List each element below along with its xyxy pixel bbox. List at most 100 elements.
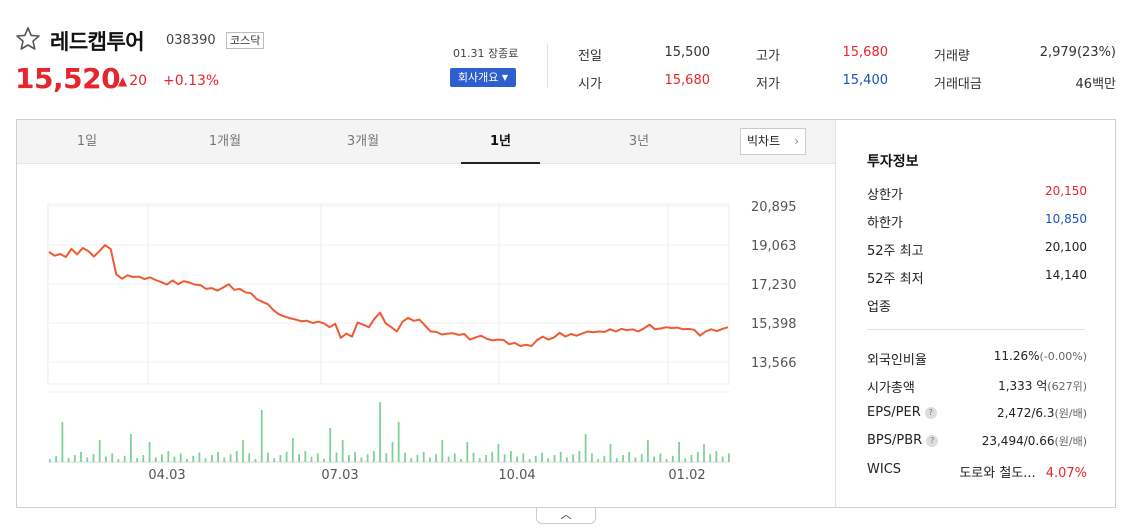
volume-label: 거래량 [934,49,970,64]
help-icon[interactable]: ? [924,407,937,419]
tab-3m[interactable]: 3개월 [346,134,380,149]
volume-bar [429,457,431,462]
volume-bar [559,451,562,462]
eps-per-label: EPS/PER? [867,405,937,420]
volume-bar [316,453,319,462]
eps-per-unit: (원/배) [1054,407,1087,420]
volume-bar [404,452,406,462]
company-overview-button[interactable]: 회사개요 ▼ [450,68,516,87]
volume-bar [416,455,419,462]
industry-label: 업종 [867,300,891,315]
volume-bar [148,442,151,462]
price-chart[interactable]: 20,895 19,063 17,230 15,398 13,566 04.03 07.03… [17,164,835,507]
high52-value: 20,100 [1045,240,1087,254]
volume-bar [728,453,730,462]
price-change-value: 20 [129,73,148,89]
investment-info: 투자정보 상한가 20,150 하한가 10,850 52주 최고 20,100… [836,120,1115,507]
volume-bar [61,422,64,462]
stock-name[interactable]: 레드캡투어 [50,30,145,54]
volume-bar [696,451,699,462]
tab-3y[interactable]: 3년 [628,134,650,149]
volume-bar [273,458,276,462]
high-value: 15,680 [842,45,889,60]
volume-bar [578,451,581,462]
volume-bar [385,453,388,462]
big-chart-button[interactable]: 빅차트 › [740,128,806,155]
foreign-ratio: 11.26% [993,349,1040,363]
volume-bar [55,455,57,462]
market-cap-value: 1,333 억(627위) [998,377,1087,394]
y-tick-label: 19,063 [751,239,797,254]
volume-bar [665,459,668,462]
volume-bar [647,440,649,462]
volume-bar [67,458,70,462]
volume-bar [117,459,120,462]
volume-bar [684,458,687,462]
volume-bar [422,451,425,462]
volume-bar [534,455,537,462]
chevron-right-icon: › [794,134,799,148]
volume-bar [142,455,145,462]
amount-value: 46백만 [1075,77,1116,92]
wics-percent: 4.07% [1045,466,1087,481]
volume-bar [186,459,188,462]
volume-bar [690,455,693,462]
tab-1d[interactable]: 1일 [76,134,98,149]
volume-bar [279,455,282,462]
info-title: 투자정보 [867,154,919,170]
volume-bar [173,456,176,462]
volume-bar [335,452,338,462]
volume-bar [49,459,51,462]
volume-bar [391,442,394,462]
star-icon[interactable] [15,26,41,52]
volume-bar [541,452,543,462]
tab-1y[interactable]: 1년 [461,120,540,164]
volume-bar [410,458,413,462]
eps-per-value: 2,472/6.3(원/배) [997,405,1087,421]
volume-bar [80,451,82,462]
volume-bar [547,458,550,462]
low52-value: 14,140 [1045,268,1087,282]
plot-area [47,203,730,385]
eps-per-label-text: EPS/PER [867,405,921,420]
open-value: 15,680 [664,73,711,88]
volume-bar [379,402,381,462]
wics-industry[interactable]: 도로와 철도... [959,466,1036,481]
volume-bar [510,451,512,462]
collapse-button[interactable]: ︿ [536,508,596,524]
volume-bar [254,459,257,462]
high-label: 고가 [756,49,780,64]
prev-close-value: 15,500 [664,45,711,60]
volume-bar [435,454,437,462]
foreign-ratio-change: (-0.00%) [1039,350,1088,363]
low52-label: 52주 최저 [867,272,924,287]
divider [547,44,548,88]
eps-per: 2,472/6.3 [996,406,1055,420]
volume-bar [615,458,618,462]
lower-limit-value: 10,850 [1045,212,1087,226]
foreign-ratio-label: 외국인비율 [867,353,927,368]
tab-1m[interactable]: 1개월 [208,134,242,149]
x-tick-label: 01.02 [668,468,705,483]
volume-bar [609,444,612,462]
volume-bar [460,459,462,462]
volume-bar [354,451,356,462]
bps-pbr: 23,494/0.66 [981,434,1055,448]
market-date: 01.31 장종료 [453,47,519,60]
volume-bar [285,451,288,462]
period-tabs: 1일 1개월 3개월 1년 3년 빅차트 › [17,120,835,164]
market-cap-label: 시가총액 [867,381,915,396]
help-icon[interactable]: ? [926,435,939,447]
volume-bar [491,451,494,462]
volume-bar [397,422,400,462]
market-badge: 코스닥 [226,32,265,49]
prev-close-label: 전일 [578,49,602,64]
volume-bar [217,451,219,462]
volume-bar [591,453,593,462]
bps-pbr-value: 23,494/0.66(원/배) [982,433,1087,449]
stock-header: 레드캡투어 038390 코스닥 15,520 ▲ 20 +0.13% 01.31… [0,0,1134,118]
volume-bar [130,434,132,462]
volume-bar [360,457,363,462]
volume-bar [478,458,481,462]
